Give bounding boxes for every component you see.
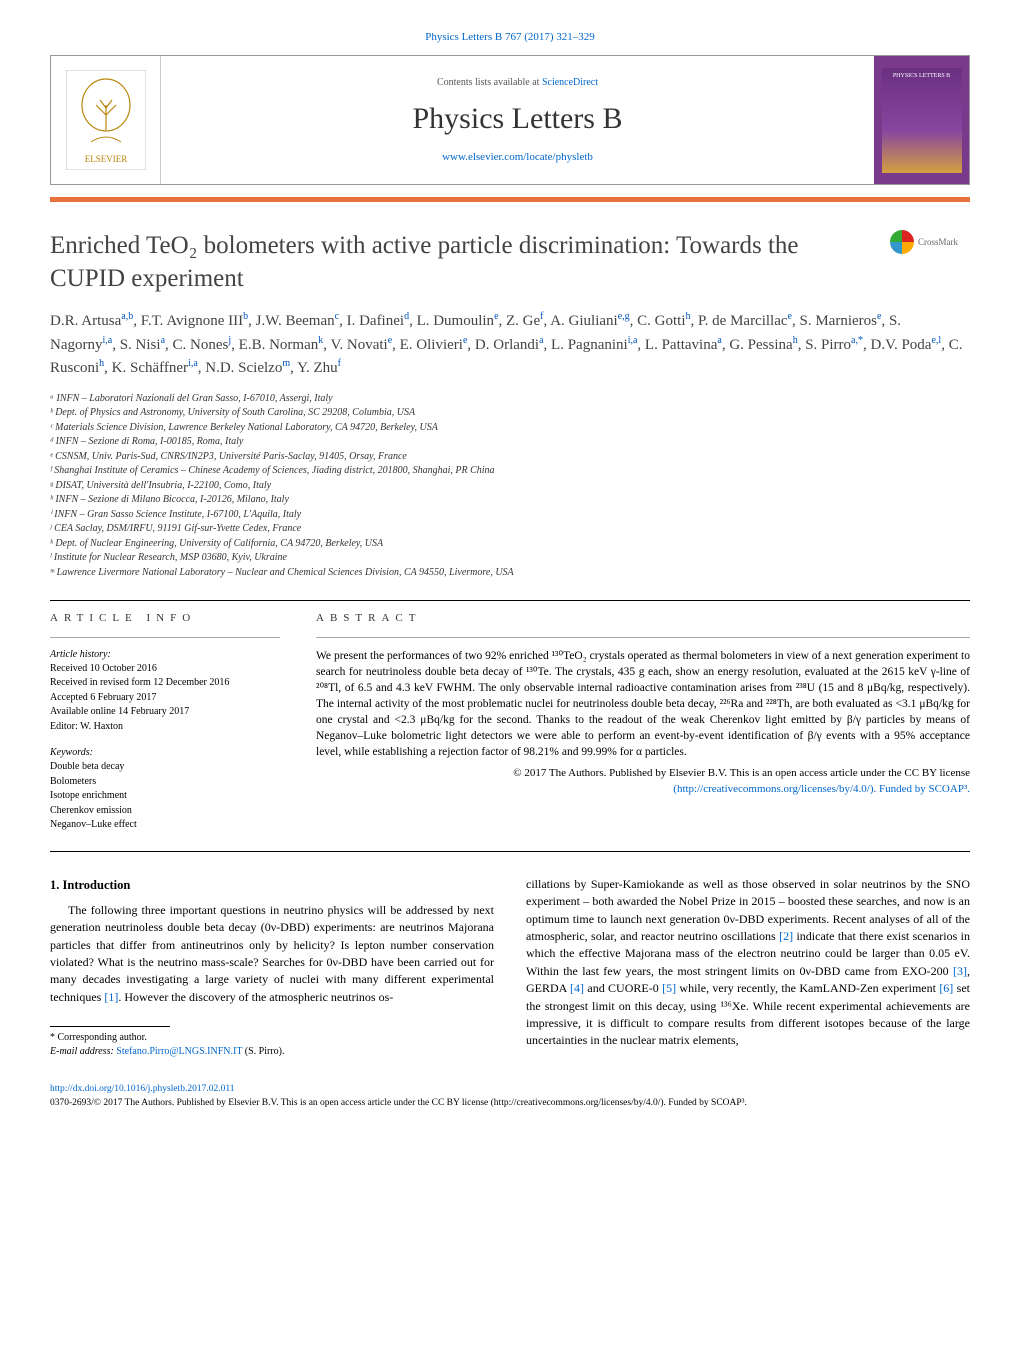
body-two-column: 1. Introduction The following three impo… (50, 876, 970, 1059)
copyright-line: © 2017 The Authors. Published by Elsevie… (513, 767, 970, 779)
affiliation-line: ˡ Institute for Nuclear Research, MSP 03… (50, 551, 970, 566)
orange-rule (50, 197, 970, 202)
page-footer: http://dx.doi.org/10.1016/j.physletb.201… (50, 1083, 970, 1110)
contents-available-line: Contents lists available at ScienceDirec… (437, 76, 598, 90)
email-suffix: (S. Pirro). (242, 1046, 284, 1057)
author-list: D.R. Artusaa,b, F.T. Avignone IIIb, J.W.… (50, 309, 970, 380)
history-line: Received in revised form 12 December 201… (50, 676, 280, 691)
keyword-line: Neganov–Luke effect (50, 818, 280, 833)
abstract-heading: ABSTRACT (316, 611, 970, 626)
keywords-label: Keywords: (50, 746, 280, 760)
article-info-block: ARTICLE INFO Article history: Received 1… (50, 611, 280, 832)
contents-prefix: Contents lists available at (437, 77, 542, 88)
footer-copyright: 0370-2693/© 2017 The Authors. Published … (50, 1098, 747, 1108)
affiliation-line: ʲ CEA Saclay, DSM/IRFU, 91191 Gif-sur-Yv… (50, 522, 970, 537)
abstract-block: ABSTRACT We present the performances of … (316, 611, 970, 832)
article-title: Enriched TeO₂ bolometers with active par… (50, 230, 878, 295)
right-column: cillations by Super-Kamiokande as well a… (526, 876, 970, 1059)
affiliation-line: ⁱ INFN – Gran Sasso Science Institute, I… (50, 508, 970, 523)
elsevier-logo: ELSEVIER (51, 56, 161, 184)
affiliation-line: ᵉ CSNSM, Univ. Paris-Sud, CNRS/IN2P3, Un… (50, 450, 970, 465)
abstract-text: We present the performances of two 92% e… (316, 648, 970, 761)
keyword-line: Bolometers (50, 775, 280, 790)
crossmark-label: CrossMark (918, 236, 958, 249)
crossmark-icon (890, 230, 914, 254)
email-label: E-mail address: (50, 1046, 116, 1057)
svg-text:ELSEVIER: ELSEVIER (84, 154, 127, 164)
elsevier-tree-icon: ELSEVIER (66, 70, 146, 170)
keyword-line: Cherenkov emission (50, 804, 280, 819)
affiliation-line: ᵐ Lawrence Livermore National Laboratory… (50, 566, 970, 581)
keyword-line: Isotope enrichment (50, 789, 280, 804)
journal-cover-thumbnail: PHYSICS LETTERS B (874, 56, 969, 184)
affiliation-line: ʰ INFN – Sezione di Milano Bicocca, I-20… (50, 493, 970, 508)
history-line: Available online 14 February 2017 (50, 705, 280, 720)
body-rule (50, 851, 970, 852)
cover-label: PHYSICS LETTERS B (882, 68, 962, 173)
affiliation-line: ᵈ INFN – Sezione di Roma, I-00185, Roma,… (50, 435, 970, 450)
affiliation-list: ᵃ INFN – Laboratori Nazionali del Gran S… (50, 392, 970, 581)
journal-header: ELSEVIER Contents lists available at Sci… (50, 55, 970, 185)
info-rule (50, 637, 280, 638)
affiliation-line: ᵇ Dept. of Physics and Astronomy, Univer… (50, 406, 970, 421)
corresponding-email-link[interactable]: Stefano.Pirro@LNGS.INFN.IT (116, 1046, 242, 1057)
abstract-rule (316, 637, 970, 638)
affiliation-line: ᶜ Materials Science Division, Lawrence B… (50, 421, 970, 436)
journal-title: Physics Letters B (413, 98, 623, 140)
header-center: Contents lists available at ScienceDirec… (161, 56, 874, 184)
intro-para-left: The following three important questions … (50, 902, 494, 1006)
history-line: Editor: W. Haxton (50, 720, 280, 735)
running-citation: Physics Letters B 767 (2017) 321–329 (50, 30, 970, 45)
license-link[interactable]: (http://creativecommons.org/licenses/by/… (673, 783, 970, 795)
sciencedirect-link[interactable]: ScienceDirect (542, 77, 598, 88)
history-line: Received 10 October 2016 (50, 662, 280, 677)
corresponding-author-footnote: * Corresponding author. E-mail address: … (50, 1031, 494, 1059)
corresponding-label: * Corresponding author. (50, 1031, 494, 1045)
section-1-heading: 1. Introduction (50, 876, 494, 894)
footnote-separator (50, 1026, 170, 1027)
history-line: Accepted 6 February 2017 (50, 691, 280, 706)
affiliation-line: ᵏ Dept. of Nuclear Engineering, Universi… (50, 537, 970, 552)
section-rule (50, 600, 970, 601)
left-column: 1. Introduction The following three impo… (50, 876, 494, 1059)
keyword-line: Double beta decay (50, 760, 280, 775)
doi-link[interactable]: http://dx.doi.org/10.1016/j.physletb.201… (50, 1084, 234, 1094)
affiliation-line: ᵍ DISAT, Università dell'Insubria, I-221… (50, 479, 970, 494)
journal-homepage-link[interactable]: www.elsevier.com/locate/physletb (442, 150, 593, 165)
affiliation-line: ᵃ INFN – Laboratori Nazionali del Gran S… (50, 392, 970, 407)
affiliation-line: ᶠ Shanghai Institute of Ceramics – Chine… (50, 464, 970, 479)
article-info-heading: ARTICLE INFO (50, 611, 280, 626)
history-label: Article history: (50, 648, 280, 662)
intro-para-right: cillations by Super-Kamiokande as well a… (526, 876, 970, 1050)
crossmark-badge[interactable]: CrossMark (890, 230, 970, 254)
